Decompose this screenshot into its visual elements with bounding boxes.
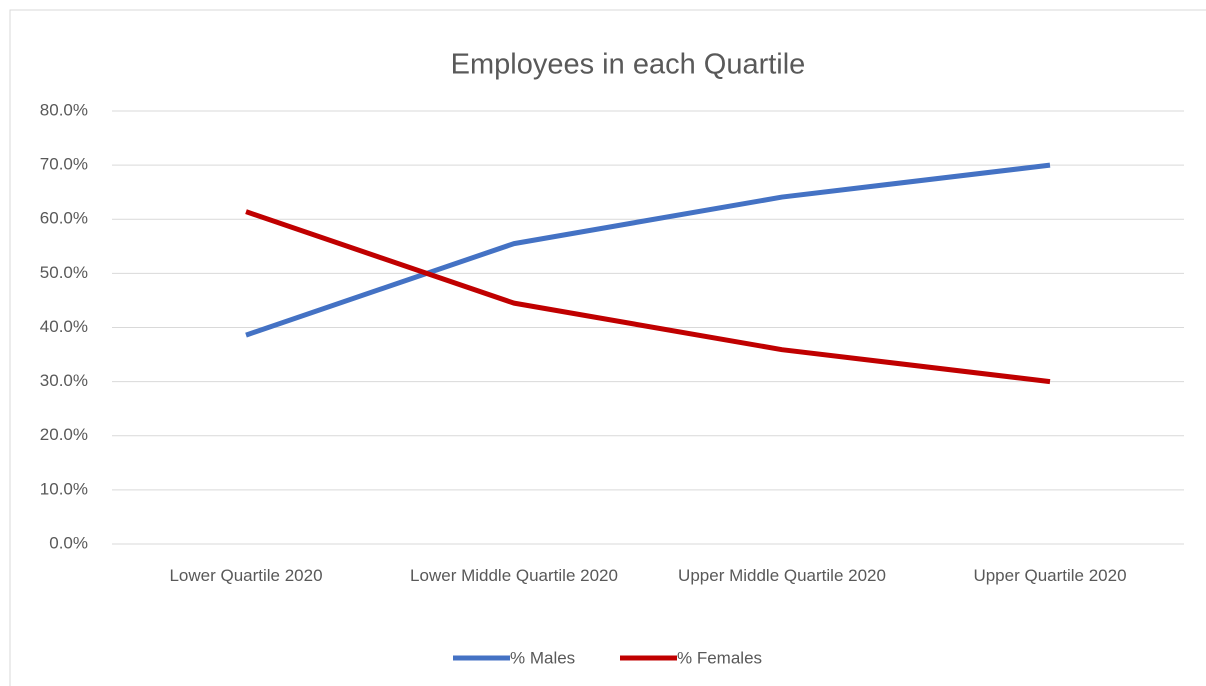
y-tick-label: 20.0%	[40, 425, 88, 444]
x-tick-label: Upper Quartile 2020	[973, 566, 1127, 585]
legend-label: % Males	[510, 648, 575, 667]
y-tick-label: 30.0%	[40, 371, 88, 390]
chart-title: Employees in each Quartile	[451, 49, 806, 81]
y-tick-label: 50.0%	[40, 263, 88, 282]
y-tick-label: 0.0%	[49, 533, 88, 552]
chart-frame	[9, 9, 1206, 686]
y-tick-label: 80.0%	[40, 100, 88, 119]
data-line	[245, 162, 1051, 338]
y-tick-label: 40.0%	[40, 317, 88, 336]
x-tick-label: Lower Quartile 2020	[169, 566, 323, 585]
y-tick-label: 70.0%	[40, 155, 88, 174]
x-tick-label: Upper Middle Quartile 2020	[678, 566, 886, 585]
data-line	[245, 209, 1051, 385]
legend-label: % Females	[677, 648, 762, 667]
y-tick-label: 10.0%	[40, 479, 88, 498]
x-tick-label: Lower Middle Quartile 2020	[410, 566, 618, 585]
y-tick-label: 60.0%	[40, 209, 88, 228]
